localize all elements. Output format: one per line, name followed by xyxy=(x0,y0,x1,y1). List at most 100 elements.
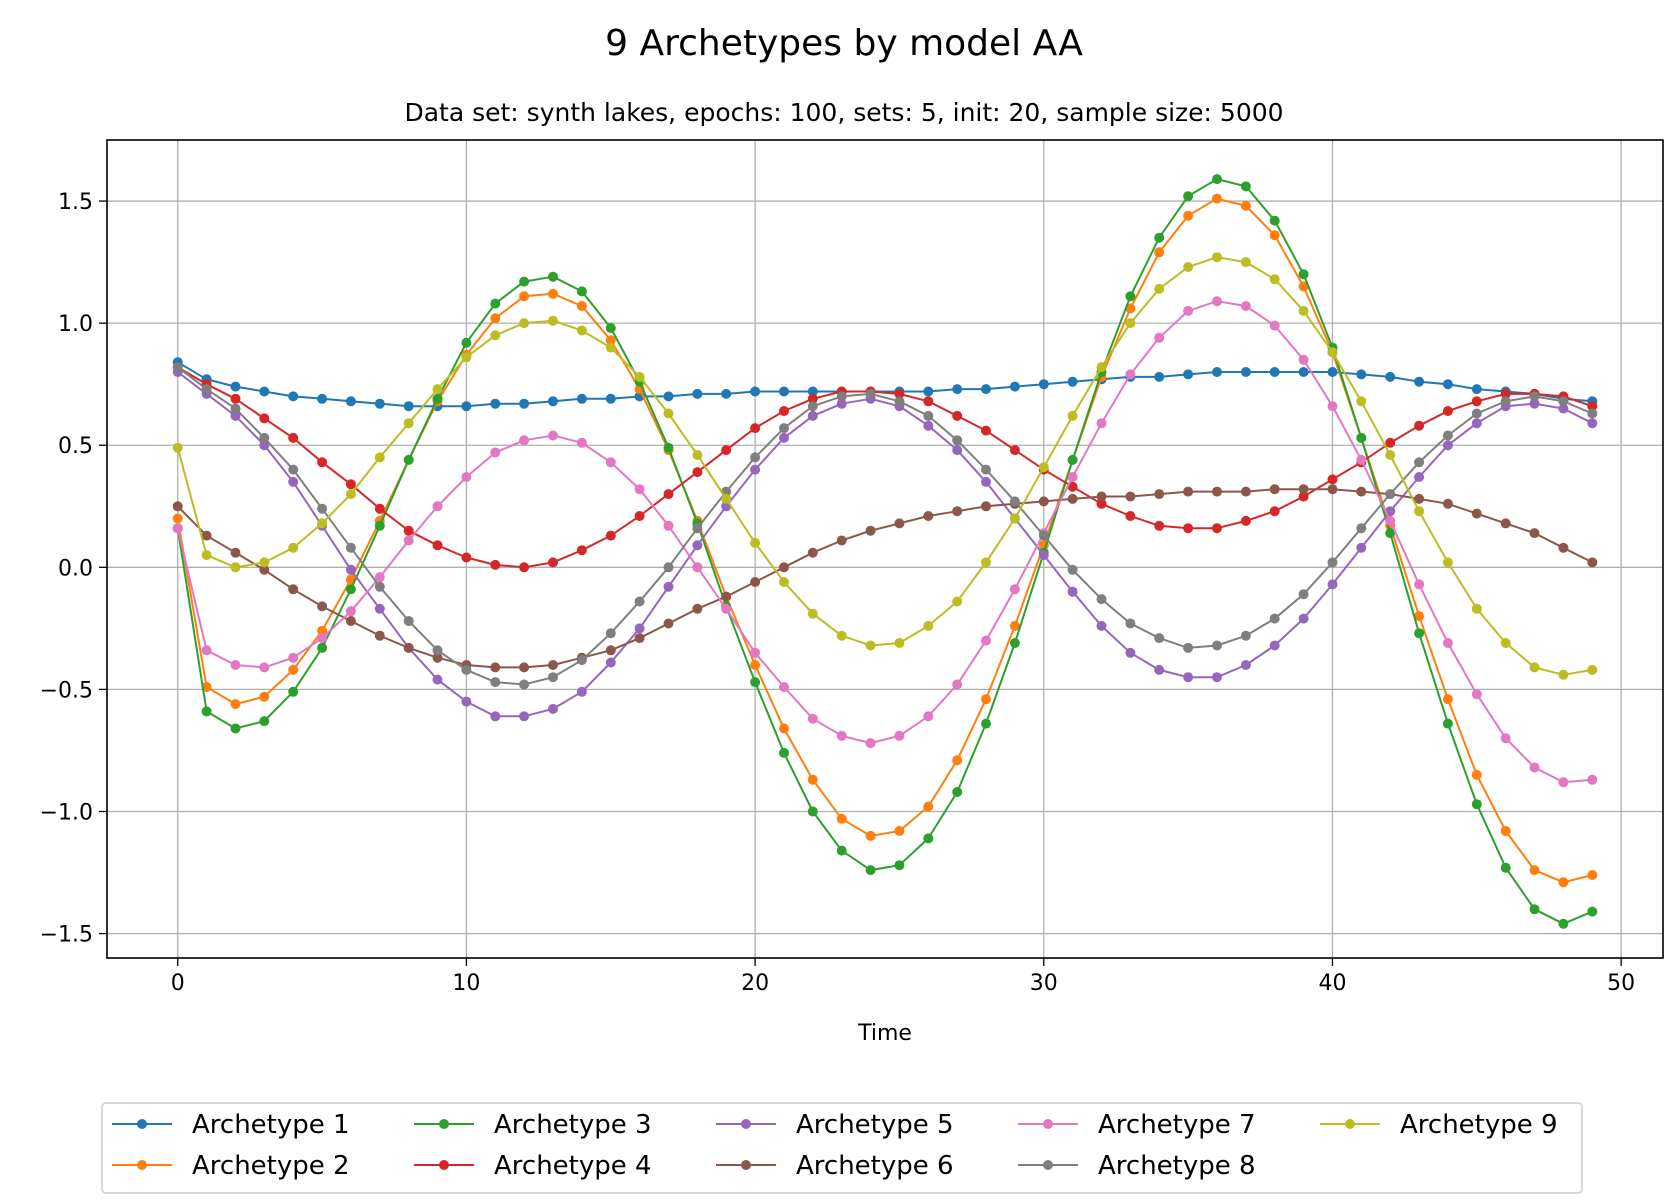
legend-swatch-marker xyxy=(439,1119,449,1129)
data-point xyxy=(836,813,847,824)
series-archetype-7 xyxy=(172,296,1598,788)
data-point xyxy=(548,703,558,714)
data-point xyxy=(519,711,530,722)
data-point xyxy=(1471,384,1482,395)
data-point xyxy=(1414,376,1425,387)
data-point xyxy=(259,564,270,575)
data-point xyxy=(923,620,934,631)
data-point xyxy=(288,432,299,443)
data-point xyxy=(894,396,905,407)
legend-item: Archetype 9 xyxy=(1320,1110,1558,1140)
data-point xyxy=(1327,557,1338,568)
data-point xyxy=(981,476,991,487)
data-point xyxy=(259,691,270,702)
data-point xyxy=(779,423,789,434)
y-tick-label: 0.0 xyxy=(58,556,93,581)
data-point xyxy=(807,393,818,404)
data-point xyxy=(836,845,847,856)
data-point xyxy=(634,511,645,521)
data-point xyxy=(201,550,212,561)
y-tick-label: −0.5 xyxy=(40,678,93,703)
data-point xyxy=(1356,523,1367,534)
data-point xyxy=(865,525,876,536)
x-tick-label: 0 xyxy=(171,971,185,996)
data-point xyxy=(374,581,385,592)
data-point xyxy=(692,603,703,614)
data-point xyxy=(172,513,183,524)
data-point xyxy=(605,530,616,541)
data-point xyxy=(952,435,963,446)
data-point xyxy=(1183,210,1194,221)
data-point xyxy=(345,584,356,595)
data-point xyxy=(1212,672,1222,683)
data-point xyxy=(1385,437,1396,448)
legend-swatch-marker xyxy=(1043,1160,1053,1170)
data-point xyxy=(1096,362,1107,373)
data-point xyxy=(403,525,414,536)
data-point xyxy=(836,535,847,546)
data-point xyxy=(750,452,761,463)
data-point xyxy=(1471,418,1482,429)
data-point xyxy=(490,298,501,309)
data-point xyxy=(692,540,703,551)
data-point xyxy=(374,398,385,409)
data-point xyxy=(923,711,934,722)
legend-item: Archetype 3 xyxy=(414,1110,652,1140)
data-point xyxy=(1558,403,1569,414)
data-point xyxy=(1067,472,1078,482)
data-point xyxy=(1269,230,1280,241)
data-point xyxy=(1327,579,1338,590)
data-point xyxy=(1269,215,1280,226)
data-point xyxy=(1471,603,1482,614)
data-point xyxy=(259,557,270,568)
data-point xyxy=(1442,430,1453,441)
data-point xyxy=(779,747,789,758)
data-point xyxy=(605,645,616,656)
data-point xyxy=(345,542,356,553)
legend-swatch-marker xyxy=(439,1160,449,1170)
data-point xyxy=(807,386,818,397)
data-point xyxy=(663,618,674,629)
data-point xyxy=(807,713,818,724)
data-point xyxy=(432,501,443,512)
data-point xyxy=(1356,542,1367,553)
data-point xyxy=(894,518,905,529)
data-point xyxy=(981,694,991,705)
data-point xyxy=(432,384,443,395)
legend-swatch-marker xyxy=(741,1160,751,1170)
data-point xyxy=(1009,584,1020,595)
legend-swatch-marker xyxy=(741,1119,751,1129)
data-point xyxy=(1038,530,1049,541)
data-point xyxy=(1125,291,1136,302)
data-point xyxy=(1529,762,1540,773)
data-point xyxy=(779,577,789,587)
data-point xyxy=(634,623,645,634)
data-point xyxy=(981,384,991,395)
chart-title: 9 Archetypes by model AA xyxy=(605,23,1083,64)
data-point xyxy=(721,591,732,602)
data-point xyxy=(259,432,270,443)
data-point xyxy=(403,616,414,626)
data-point xyxy=(1212,523,1222,534)
data-point xyxy=(605,393,616,404)
data-point xyxy=(1356,486,1367,497)
data-point xyxy=(1529,391,1540,402)
data-point xyxy=(172,501,183,512)
data-point xyxy=(1529,662,1540,673)
x-axis-label: Time xyxy=(857,1021,912,1046)
data-point xyxy=(548,557,558,568)
data-point xyxy=(605,342,616,353)
data-point xyxy=(1414,611,1425,622)
data-point xyxy=(1067,410,1078,421)
data-point xyxy=(1356,432,1367,443)
data-point xyxy=(1240,486,1251,497)
legend-item: Archetype 7 xyxy=(1018,1110,1256,1140)
data-point xyxy=(1500,518,1511,529)
legend-item: Archetype 8 xyxy=(1018,1151,1256,1181)
data-point xyxy=(1096,418,1107,429)
legend-swatch-marker xyxy=(137,1119,147,1129)
legend-label: Archetype 6 xyxy=(796,1151,954,1181)
data-point xyxy=(548,672,558,683)
data-point xyxy=(432,393,443,404)
